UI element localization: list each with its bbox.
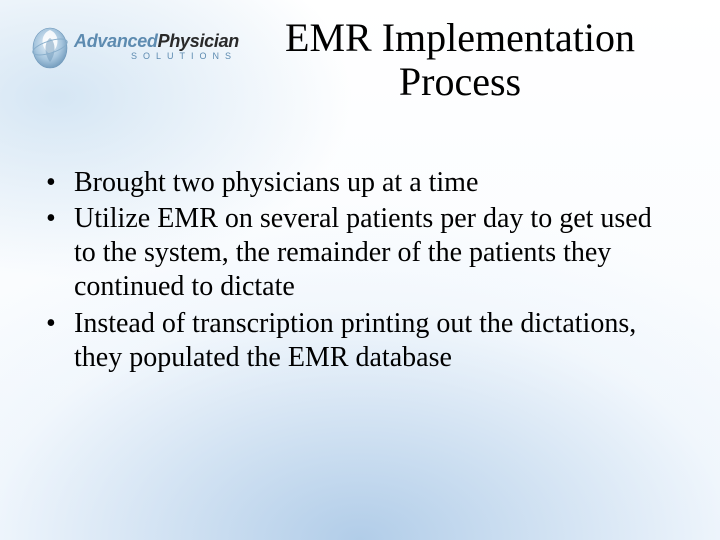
list-item: Brought two physicians up at a time	[40, 166, 680, 200]
bullet-list: Brought two physicians up at a time Util…	[40, 166, 680, 375]
slide-body: Brought two physicians up at a time Util…	[40, 166, 680, 375]
list-item: Instead of transcription printing out th…	[40, 307, 680, 375]
company-logo: AdvancedPhysician SOLUTIONS	[30, 24, 240, 70]
slide-header: AdvancedPhysician SOLUTIONS EMR Implemen…	[40, 16, 680, 136]
logo-subtitle: SOLUTIONS	[74, 52, 239, 61]
logo-wrap: AdvancedPhysician SOLUTIONS	[30, 24, 240, 70]
slide-title: EMR Implementation Process	[240, 16, 680, 104]
slide: AdvancedPhysician SOLUTIONS EMR Implemen…	[0, 0, 720, 540]
logo-line1: AdvancedPhysician	[74, 33, 239, 50]
list-item: Utilize EMR on several patients per day …	[40, 202, 680, 304]
logo-text: AdvancedPhysician SOLUTIONS	[74, 33, 239, 61]
logo-mark-icon	[30, 24, 70, 70]
logo-word2: Physician	[158, 31, 239, 51]
logo-word1: Advanced	[74, 31, 158, 51]
